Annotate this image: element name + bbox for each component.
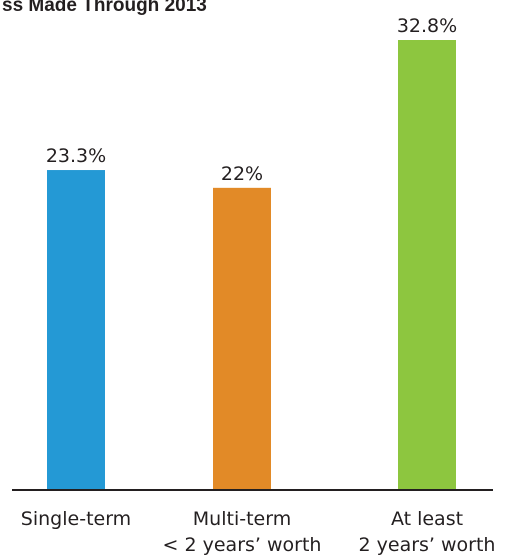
bar-2	[398, 40, 456, 489]
value-label-0: 23.3%	[46, 145, 106, 167]
category-label-2-line-1: 2 years’ worth	[359, 534, 496, 556]
category-label-1-line-1: < 2 years’ worth	[163, 534, 322, 556]
chart-title: ss Made Through 2013	[2, 0, 207, 16]
value-label-1: 22%	[221, 163, 263, 185]
category-label-2-line-0: At least	[391, 508, 463, 530]
bar-1	[213, 187, 271, 489]
category-label-0-line-0: Single-term	[21, 508, 131, 530]
value-label-2: 32.8%	[397, 15, 457, 37]
bar-0	[47, 170, 105, 490]
bars-group: 23.3% Single-term 22% Multi-term < 2 years’ …	[21, 15, 496, 556]
category-label-1-line-0: Multi-term	[193, 508, 291, 530]
